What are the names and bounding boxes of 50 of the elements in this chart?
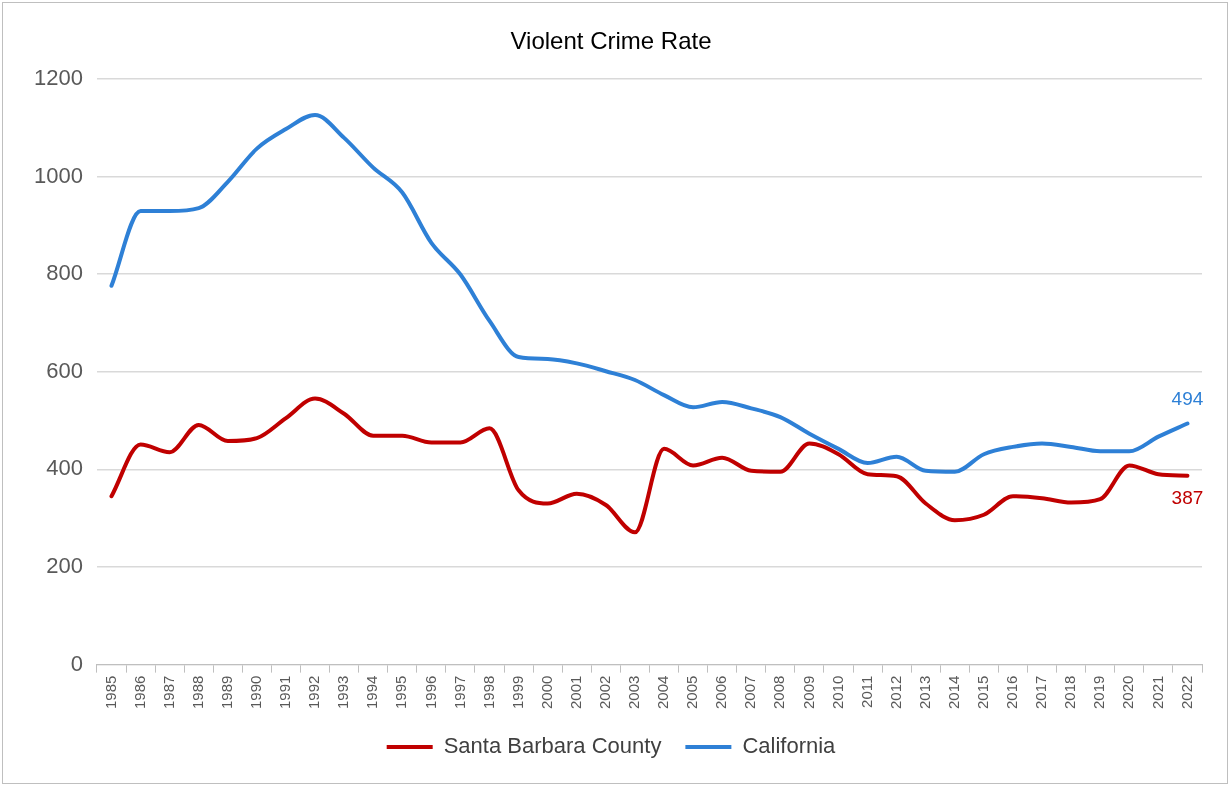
x-tick-label: 2006 — [712, 675, 730, 710]
x-tick-label: 1998 — [479, 675, 497, 710]
x-tick-label: 1988 — [188, 675, 206, 710]
y-tick-label: 200 — [46, 553, 83, 579]
x-tick-label: 1990 — [247, 675, 265, 710]
y-tick-label: 1200 — [33, 64, 83, 90]
y-tick-label: 600 — [46, 357, 83, 383]
legend-label: Santa Barbara County — [443, 733, 662, 759]
x-tick-label: 1999 — [508, 675, 526, 710]
x-tick-label: 1986 — [130, 675, 148, 710]
data-label: 387 — [1171, 487, 1204, 509]
x-tick-label: 2015 — [974, 675, 992, 710]
x-tick-label: 1995 — [392, 675, 410, 710]
x-tick-label: 2010 — [828, 675, 846, 710]
x-tick-label: 1997 — [450, 675, 468, 710]
x-tick-label: 2018 — [1061, 675, 1079, 710]
x-tick-label: 2013 — [915, 675, 933, 710]
y-tick-label: 800 — [46, 260, 83, 286]
x-tick-label: 1985 — [101, 675, 119, 710]
x-tick-label: 2020 — [1119, 675, 1137, 710]
x-tick-label: 2007 — [741, 675, 759, 710]
x-tick-label: 2014 — [944, 675, 962, 710]
x-tick-label: 2019 — [1090, 675, 1108, 710]
x-tick-label: 2017 — [1032, 675, 1050, 710]
y-tick-label: 1000 — [33, 162, 83, 188]
x-tick-label: 2002 — [595, 675, 613, 710]
x-tick-label: 1993 — [334, 675, 352, 710]
x-tick-label: 2008 — [770, 675, 788, 710]
x-tick-label: 2005 — [683, 675, 701, 710]
x-tick-label: 2009 — [799, 675, 817, 710]
x-tick-label: 2022 — [1177, 675, 1195, 710]
y-tick-label: 0 — [70, 650, 83, 676]
x-tick-label: 2004 — [654, 675, 672, 710]
x-tick-label: 1996 — [421, 675, 439, 710]
x-tick-label: 1992 — [305, 675, 323, 710]
x-tick-label: 2021 — [1148, 675, 1166, 710]
x-tick-label: 2001 — [566, 675, 584, 710]
x-tick-label: 1989 — [217, 675, 235, 710]
data-label: 494 — [1171, 388, 1204, 410]
x-tick-label: 2003 — [625, 675, 643, 710]
chart-title: Violent Crime Rate — [510, 27, 712, 55]
x-tick-label: 1994 — [363, 675, 381, 710]
y-tick-label: 400 — [46, 455, 83, 481]
legend-label: California — [742, 733, 837, 759]
x-tick-label: 2000 — [537, 675, 555, 710]
x-tick-label: 1987 — [159, 675, 177, 710]
x-tick-label: 2011 — [857, 675, 875, 708]
x-tick-label: 1991 — [276, 675, 294, 710]
x-tick-label: 2012 — [886, 675, 904, 710]
x-tick-label: 2016 — [1003, 675, 1021, 710]
